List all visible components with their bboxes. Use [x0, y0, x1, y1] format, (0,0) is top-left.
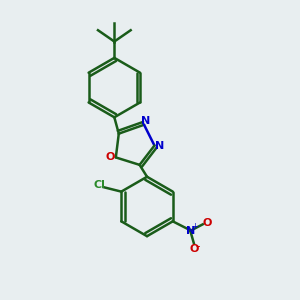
Text: N: N: [141, 116, 150, 126]
Text: N: N: [155, 140, 164, 151]
Text: N: N: [186, 226, 195, 236]
Text: O: O: [106, 152, 115, 162]
Text: +: +: [192, 222, 199, 231]
Text: -: -: [196, 240, 200, 253]
Text: O: O: [189, 244, 199, 254]
Text: O: O: [202, 218, 212, 227]
Text: Cl: Cl: [93, 180, 105, 190]
